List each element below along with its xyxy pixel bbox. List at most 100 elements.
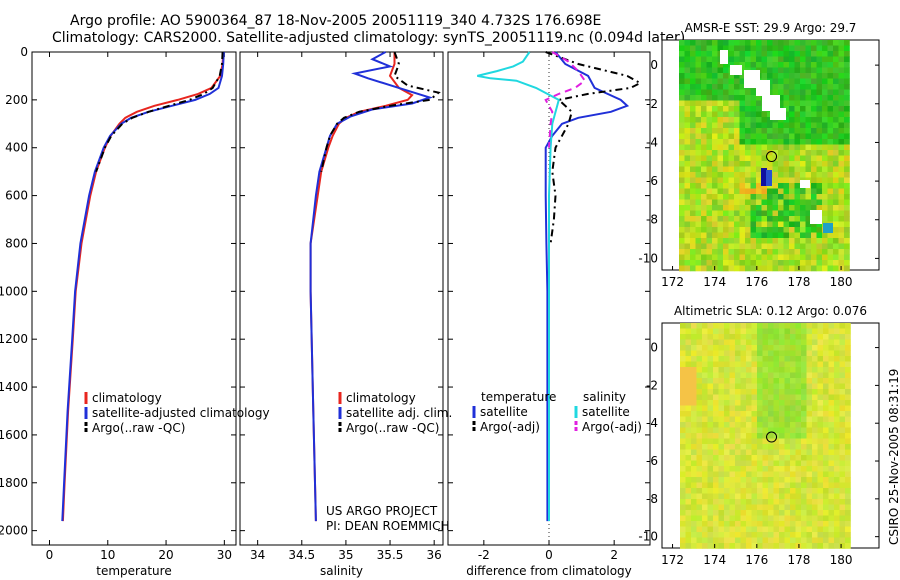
map-cell <box>712 144 718 151</box>
map-cell <box>723 139 729 145</box>
map-cell <box>806 400 813 406</box>
map-cell <box>839 411 846 417</box>
map-cell <box>801 493 807 500</box>
map-cell <box>679 166 685 173</box>
map-cell <box>762 394 769 401</box>
map-cell <box>768 438 774 445</box>
map-cell <box>724 323 730 329</box>
map-cell <box>767 144 773 151</box>
map-cell <box>800 166 806 173</box>
map-cell <box>751 400 758 406</box>
map-cell <box>740 328 747 335</box>
map-cell <box>833 144 839 151</box>
map-cell <box>701 106 707 112</box>
map-cell <box>822 155 828 162</box>
map-cell <box>746 515 752 522</box>
map-cell <box>684 232 691 239</box>
map-cell <box>772 89 779 96</box>
map-cell <box>717 232 724 239</box>
map-cell <box>844 221 850 228</box>
map-cell <box>838 183 845 189</box>
map-cell <box>696 405 703 412</box>
map-cell <box>702 449 708 456</box>
map-cell <box>801 433 807 439</box>
map-cell <box>772 122 779 129</box>
map-cell <box>691 394 697 401</box>
map-cell <box>794 73 801 79</box>
map-cell <box>761 254 768 261</box>
map-cell <box>806 422 813 428</box>
map-cell <box>773 526 780 533</box>
map-cell <box>833 100 839 107</box>
map-cell <box>717 216 724 222</box>
map-cell <box>834 389 840 395</box>
map-cell <box>811 249 817 255</box>
map-cell <box>702 455 708 461</box>
map-cell <box>712 45 718 52</box>
map-cell <box>724 521 730 527</box>
map-cell <box>779 493 785 500</box>
map-cell <box>690 199 696 206</box>
map-cell <box>800 51 806 57</box>
map-cell <box>767 243 773 250</box>
map-cell <box>734 243 740 250</box>
temperature-xtick-label: 20 <box>158 548 173 562</box>
map-cell <box>844 106 850 112</box>
map-cell <box>784 411 791 417</box>
map-cell <box>839 372 846 379</box>
map-cell <box>816 95 823 101</box>
map-cell <box>833 265 839 272</box>
map-cell <box>806 378 813 384</box>
map-cell <box>712 40 718 46</box>
map-cell <box>717 84 724 90</box>
map-cell <box>684 210 691 217</box>
map-cell <box>778 199 784 206</box>
map-cell <box>751 405 758 412</box>
map-cell <box>706 188 713 195</box>
map-cell <box>717 210 724 217</box>
map-cell <box>702 438 708 445</box>
map-cell <box>739 155 746 162</box>
map-cell <box>751 389 758 395</box>
map-cell <box>724 394 730 401</box>
map-cell <box>734 100 740 107</box>
map-cell <box>800 265 806 272</box>
map-cell <box>789 45 795 52</box>
map-cell <box>805 238 812 244</box>
map-cell <box>789 128 795 134</box>
map-cell <box>828 378 835 384</box>
map-cell <box>745 95 751 101</box>
map-cell <box>757 372 763 379</box>
map-cell <box>739 249 746 255</box>
map-cell <box>718 438 725 445</box>
map-cell <box>839 405 846 412</box>
map-cell <box>845 449 851 456</box>
map-cell <box>768 389 774 395</box>
map-cell <box>762 372 769 379</box>
map-cell <box>822 150 828 156</box>
map-cell <box>822 40 828 46</box>
map-cell <box>790 499 796 505</box>
map-cell <box>713 466 719 472</box>
map-cell <box>839 339 846 346</box>
map-cell <box>768 350 774 357</box>
map-cell <box>779 389 785 395</box>
map-cell <box>790 449 796 456</box>
map-cell <box>762 526 769 533</box>
map-cell <box>816 238 823 244</box>
map-cell <box>739 73 746 79</box>
map-cell <box>767 249 773 255</box>
map-cell <box>713 499 719 505</box>
map-cell <box>691 499 697 505</box>
map-cell <box>801 504 807 511</box>
map-cell <box>756 122 762 129</box>
map-cell <box>718 372 725 379</box>
map-cell <box>795 460 802 467</box>
map-cell <box>834 383 840 390</box>
map-cell <box>724 400 730 406</box>
map-cell <box>702 482 708 489</box>
map-cell <box>845 378 851 384</box>
map-cell <box>696 438 703 445</box>
map-cell <box>772 249 779 255</box>
map-cell <box>795 504 802 511</box>
